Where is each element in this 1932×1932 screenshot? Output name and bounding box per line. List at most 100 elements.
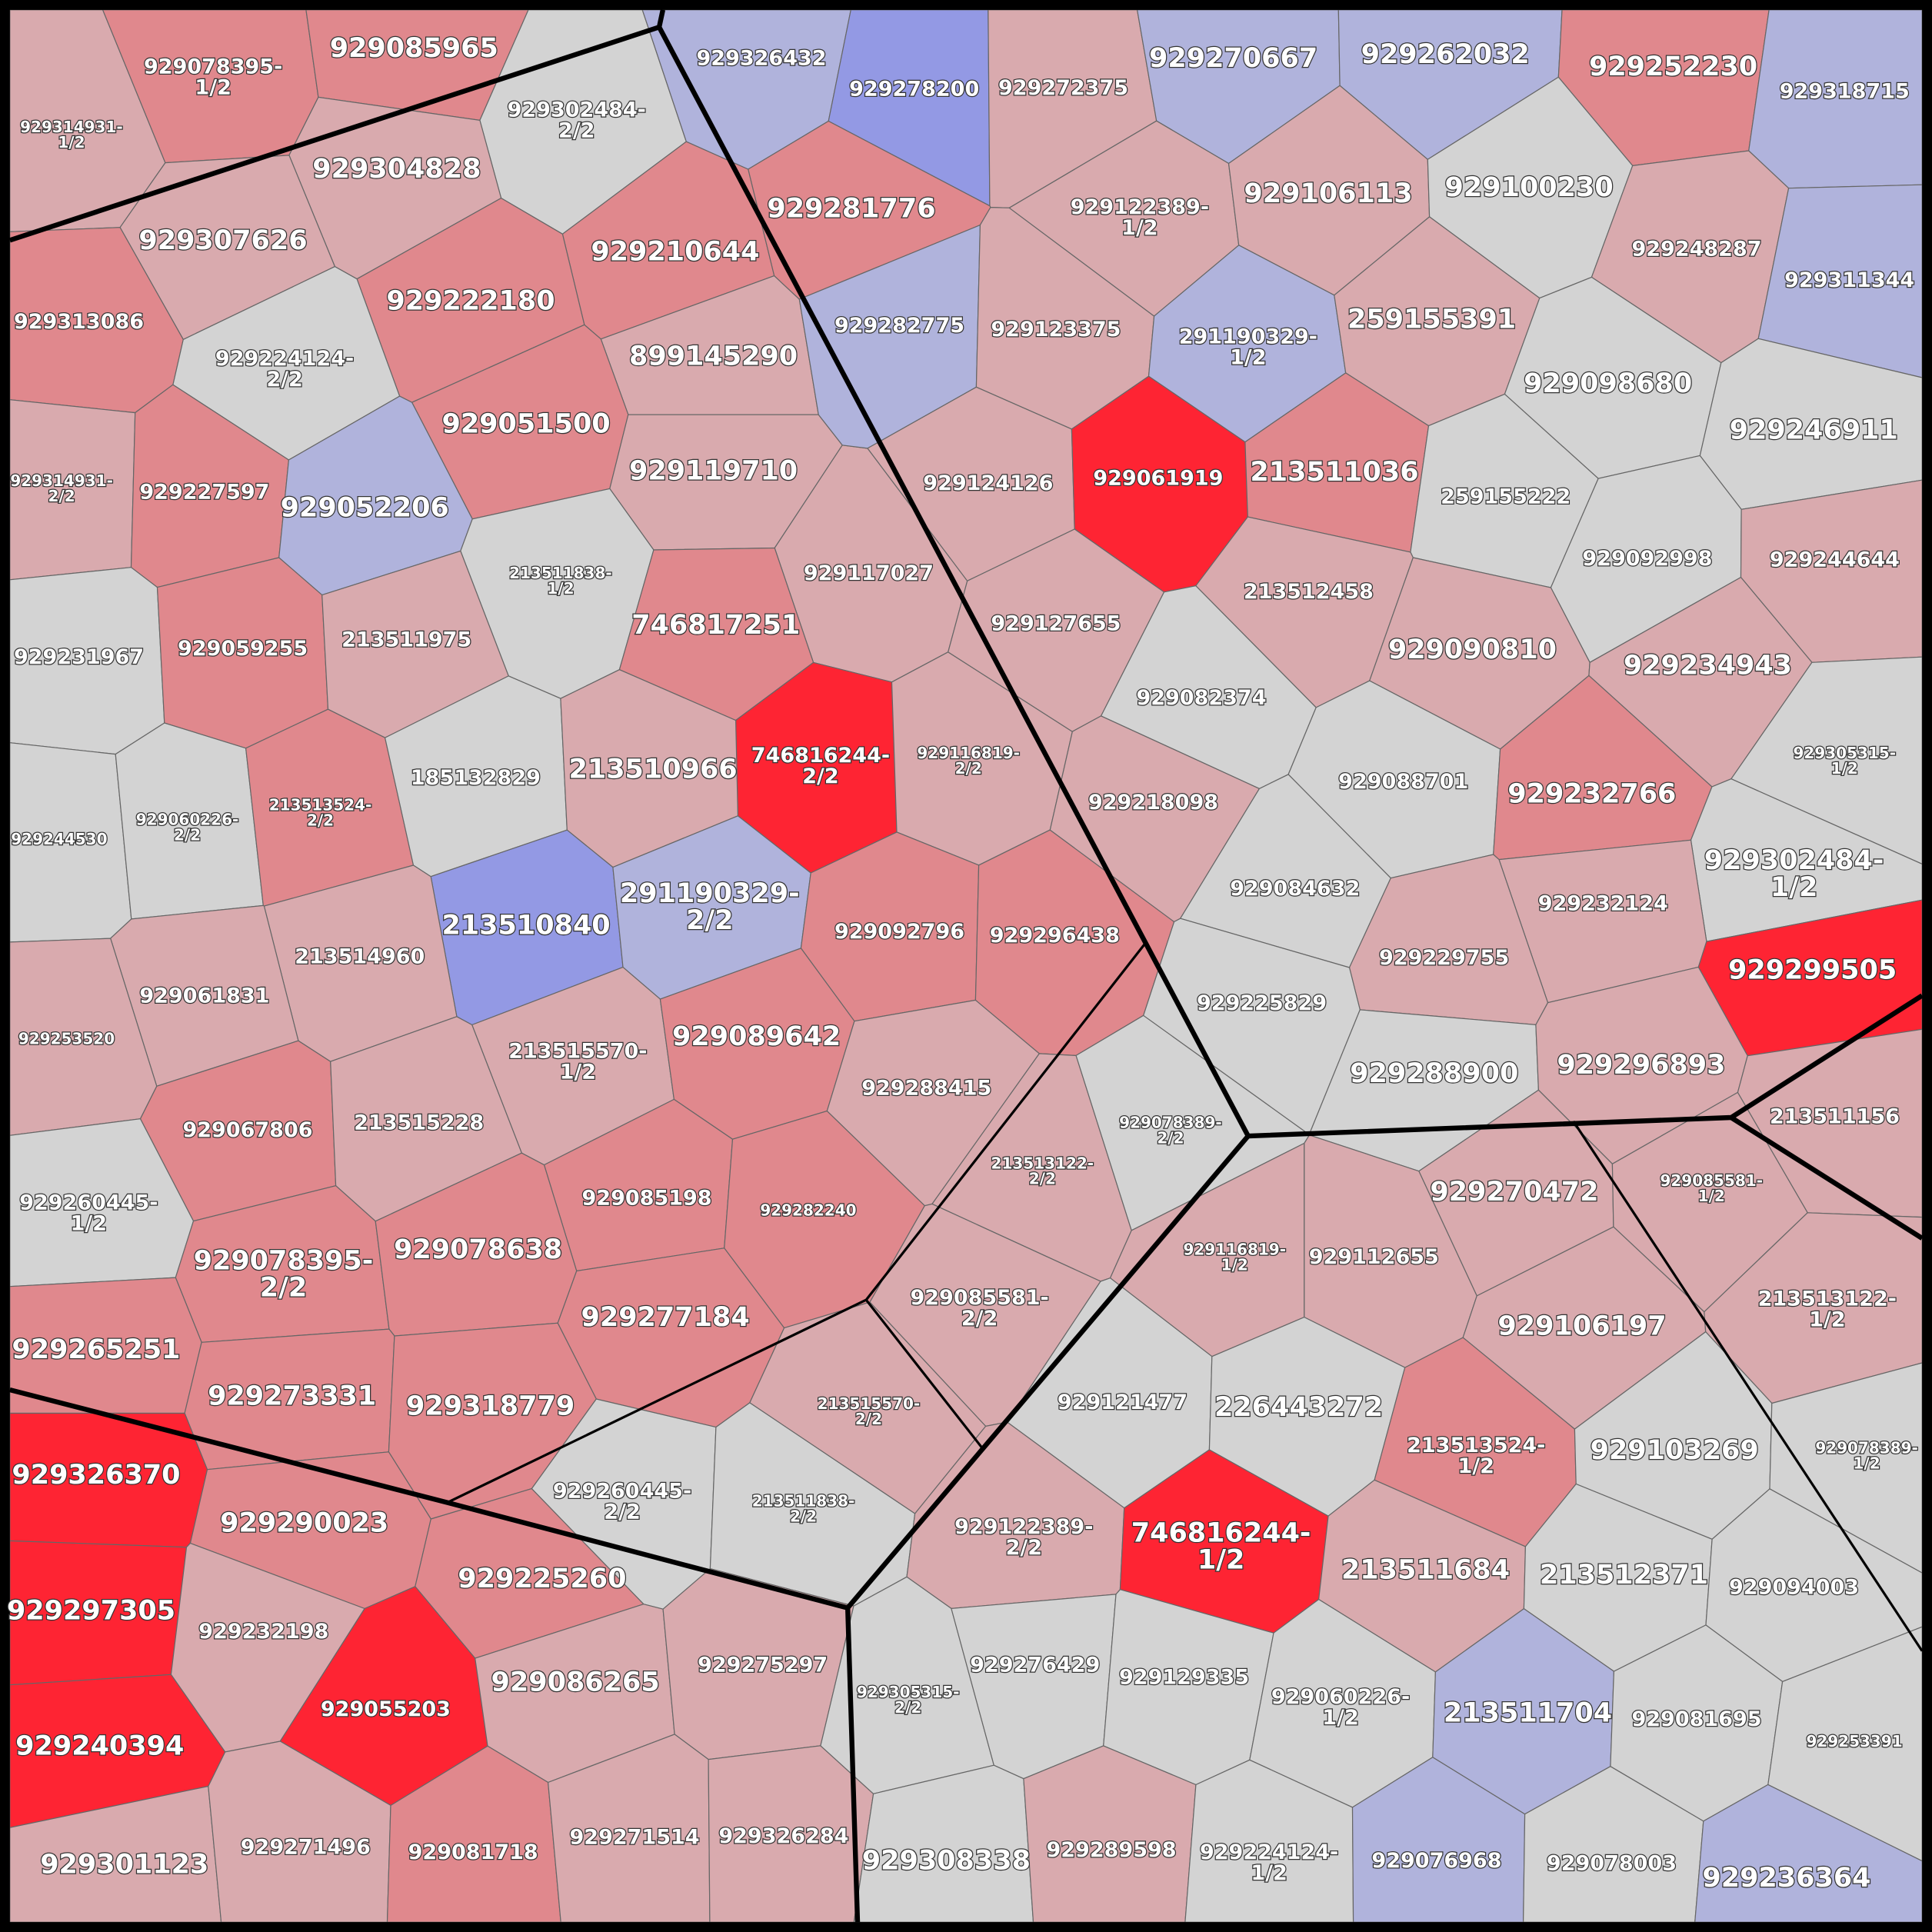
labels: 929314931-1/2 929078395-1/2 929085965 92930… bbox=[6, 32, 1919, 1895]
cell-label: 929232766 bbox=[1507, 778, 1676, 809]
cell-label: 929123375 bbox=[991, 318, 1121, 341]
cell-label: 929122389-2/2 bbox=[954, 1514, 1093, 1559]
cell-label: 213510840 bbox=[441, 911, 610, 941]
cell-label: 929281776 bbox=[767, 193, 935, 224]
cell-label: 929326432 bbox=[697, 46, 827, 70]
cell-label: 929234943 bbox=[1624, 651, 1792, 681]
region-border bbox=[9, 1387, 861, 1923]
cell-label: 929307626 bbox=[138, 225, 307, 256]
cell-label: 213513524-2/2 bbox=[269, 795, 372, 829]
cell-label: 929308338 bbox=[862, 1846, 1031, 1877]
cell-label: 929252230 bbox=[1589, 52, 1757, 82]
region-border bbox=[864, 1299, 984, 1449]
cell-label: 929224124-1/2 bbox=[1200, 1840, 1338, 1884]
cell-label: 213511156 bbox=[1770, 1105, 1900, 1129]
cell-label: 929289598 bbox=[1046, 1838, 1176, 1862]
cell-label: 929282240 bbox=[760, 1201, 856, 1219]
cell-label: 929276429 bbox=[970, 1653, 1100, 1677]
cell-label: 929311344 bbox=[1784, 268, 1914, 292]
cell-label: 929302484-2/2 bbox=[508, 98, 646, 142]
cell-label: 929092796 bbox=[834, 920, 964, 944]
cell-label: 929112655 bbox=[1309, 1245, 1439, 1269]
cell-label: 929089642 bbox=[672, 1021, 841, 1052]
cell-label: 259155222 bbox=[1441, 485, 1571, 509]
cell-label: 929061831 bbox=[139, 984, 269, 1008]
cell-label: 929273331 bbox=[208, 1381, 376, 1412]
cell-label: 929061919 bbox=[1093, 467, 1223, 491]
cell-label: 929225260 bbox=[458, 1564, 626, 1594]
cell-label: 929106113 bbox=[1244, 178, 1412, 209]
cell-label: 929262032 bbox=[1361, 39, 1530, 70]
cell-label: 929086265 bbox=[491, 1667, 660, 1697]
cell-label: 929232124 bbox=[1538, 891, 1668, 915]
cell-label: 929088701 bbox=[1338, 770, 1468, 794]
cell-label: 929060226-1/2 bbox=[1271, 1684, 1410, 1729]
cell-label: 929117027 bbox=[804, 561, 934, 585]
cell-label: 929260445-1/2 bbox=[19, 1191, 158, 1235]
cells bbox=[9, 9, 1923, 1923]
cell-label: 929085198 bbox=[582, 1186, 712, 1210]
cell-label: 929240394 bbox=[15, 1731, 184, 1762]
cell-label: 213511975 bbox=[341, 628, 471, 652]
cell-label: 929231967 bbox=[14, 645, 144, 669]
cell-label: 929210644 bbox=[591, 236, 759, 267]
cell-label: 929084632 bbox=[1230, 877, 1360, 901]
cell-label: 291190329-1/2 bbox=[1179, 325, 1317, 369]
cell-label: 929271514 bbox=[570, 1826, 700, 1850]
cell-label: 929278200 bbox=[849, 77, 979, 101]
cell-label: 929290023 bbox=[220, 1508, 388, 1539]
cell-label: 929060226-2/2 bbox=[136, 810, 239, 844]
cell-label: 213515228 bbox=[354, 1111, 484, 1135]
cell-label: 929277184 bbox=[581, 1302, 750, 1333]
cell-label: 929248287 bbox=[1631, 238, 1761, 261]
cell-label: 929282775 bbox=[834, 314, 964, 338]
cell-label: 929092998 bbox=[1582, 547, 1712, 571]
cell-label: 929121477 bbox=[1058, 1391, 1188, 1414]
cell-label: 929116819-1/2 bbox=[1183, 1240, 1286, 1274]
cell-label: 929090810 bbox=[1388, 635, 1557, 665]
cell-label: 929297305 bbox=[7, 1595, 175, 1626]
cell-label: 213510966 bbox=[568, 754, 737, 784]
cell-label: 929229755 bbox=[1379, 946, 1509, 970]
cell-label: 929129335 bbox=[1119, 1665, 1249, 1689]
cell-label: 929236364 bbox=[1702, 1863, 1870, 1894]
cell-label: 929103269 bbox=[1591, 1435, 1759, 1466]
cell-label: 929081695 bbox=[1631, 1707, 1761, 1731]
region-border bbox=[1572, 1120, 1924, 1652]
cell-label: 929302484-1/2 bbox=[1704, 845, 1884, 903]
cell-label: 746816244-1/2 bbox=[1131, 1518, 1311, 1576]
cell-label: 929299505 bbox=[1728, 954, 1897, 985]
cell-label: 929270472 bbox=[1430, 1177, 1598, 1208]
cell-label: 929314931-2/2 bbox=[10, 471, 113, 505]
cell-label: 929078638 bbox=[394, 1234, 562, 1265]
cell-label: 929227597 bbox=[139, 480, 269, 504]
cell-label: 213511036 bbox=[1250, 457, 1418, 488]
cell-label: 213513122-2/2 bbox=[991, 1154, 1094, 1188]
cell-label: 899145290 bbox=[629, 341, 798, 372]
cell-label: 929314931-1/2 bbox=[20, 118, 123, 152]
cell-label: 929085581-1/2 bbox=[1660, 1171, 1763, 1204]
cell-label: 929253520 bbox=[18, 1030, 115, 1048]
cell-label: 929244530 bbox=[11, 830, 107, 848]
cell-label: 929288900 bbox=[1350, 1058, 1518, 1089]
cell-label: 213514960 bbox=[295, 944, 425, 968]
cell-label: 929122389-1/2 bbox=[1071, 195, 1209, 240]
cell-label: 746816244-2/2 bbox=[751, 743, 890, 788]
cell-label: 213511684 bbox=[1341, 1555, 1510, 1586]
cell-label: 259155391 bbox=[1347, 305, 1516, 335]
cell-label: 929052206 bbox=[281, 493, 449, 524]
cell-label: 929244644 bbox=[1770, 548, 1900, 571]
cell-label: 213515570-1/2 bbox=[508, 1039, 647, 1084]
cell-label: 929106197 bbox=[1497, 1311, 1666, 1341]
cell-label: 213515570-2/2 bbox=[818, 1394, 921, 1427]
cell-label: 929305315-1/2 bbox=[1793, 744, 1896, 778]
cell-label: 929318715 bbox=[1780, 80, 1910, 104]
cell-label: 929078003 bbox=[1547, 1851, 1677, 1875]
cell-label: 929078395-1/2 bbox=[144, 55, 282, 99]
cell-label: 929288415 bbox=[861, 1077, 991, 1101]
region-border bbox=[845, 1134, 1251, 1610]
cell-label: 929225829 bbox=[1197, 991, 1327, 1015]
cell-label: 929222180 bbox=[386, 286, 555, 317]
cell-label: 929326370 bbox=[12, 1460, 180, 1491]
